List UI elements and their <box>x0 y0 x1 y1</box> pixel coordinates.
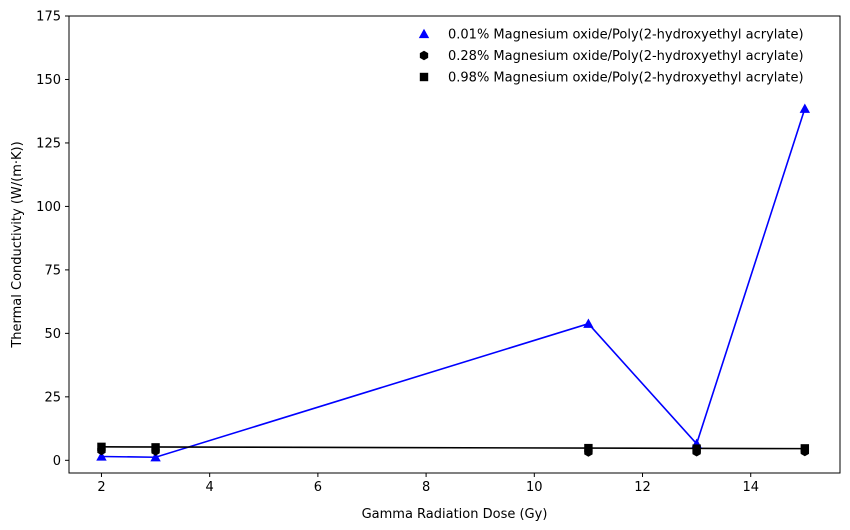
legend-marker <box>419 50 429 61</box>
legend-entry: 0.98% Magnesium oxide/Poly(2-hydroxyethy… <box>448 71 804 86</box>
series-line <box>101 108 806 459</box>
legend-marker <box>418 28 430 39</box>
legend-entry: 0.28% Magnesium oxide/Poly(2-hydroxyethy… <box>448 49 804 64</box>
legend-entry: 0.01% Magnesium oxide/Poly(2-hydroxyethy… <box>448 28 804 43</box>
legend-marker <box>419 72 429 82</box>
y-axis-ticks: 0 25 50 75 100 125 150 175 <box>36 10 69 469</box>
y-tick-label: 50 <box>44 327 61 342</box>
data-point <box>583 318 594 328</box>
y-tick-label: 25 <box>44 390 61 405</box>
y-tick-label: 75 <box>44 263 61 278</box>
x-tick-label: 12 <box>634 480 651 495</box>
data-point <box>150 452 161 462</box>
y-tick-label: 100 <box>36 200 61 215</box>
data-point <box>584 443 593 453</box>
y-tick-label: 125 <box>36 136 61 151</box>
x-tick-label: 14 <box>742 480 759 495</box>
x-tick-label: 10 <box>526 480 543 495</box>
x-tick-label: 2 <box>97 480 105 495</box>
y-axis-label: Thermal Conductivity (W/(m·K)) <box>10 141 25 348</box>
y-tick-label: 150 <box>36 73 61 88</box>
x-tick-label: 6 <box>314 480 322 495</box>
data-point <box>97 442 106 452</box>
y-tick-label: 0 <box>53 454 61 469</box>
data-markers <box>96 103 811 462</box>
series-line <box>101 446 805 450</box>
data-point <box>692 444 701 453</box>
x-tick-label: 4 <box>206 480 214 495</box>
data-point <box>799 103 811 113</box>
legend: 0.01% Magnesium oxide/Poly(2-hydroxyethy… <box>418 28 804 86</box>
x-tick-label: 8 <box>422 480 430 495</box>
data-point <box>96 451 107 461</box>
data-point <box>800 444 810 453</box>
y-tick-label: 175 <box>36 10 61 25</box>
fit-lines <box>101 108 806 459</box>
plot-frame <box>68 15 841 474</box>
data-point <box>151 443 160 452</box>
x-axis-label: Gamma Radiation Dose (Gy) <box>362 507 548 522</box>
x-axis-ticks: 2 4 6 8 10 12 14 <box>97 473 759 495</box>
